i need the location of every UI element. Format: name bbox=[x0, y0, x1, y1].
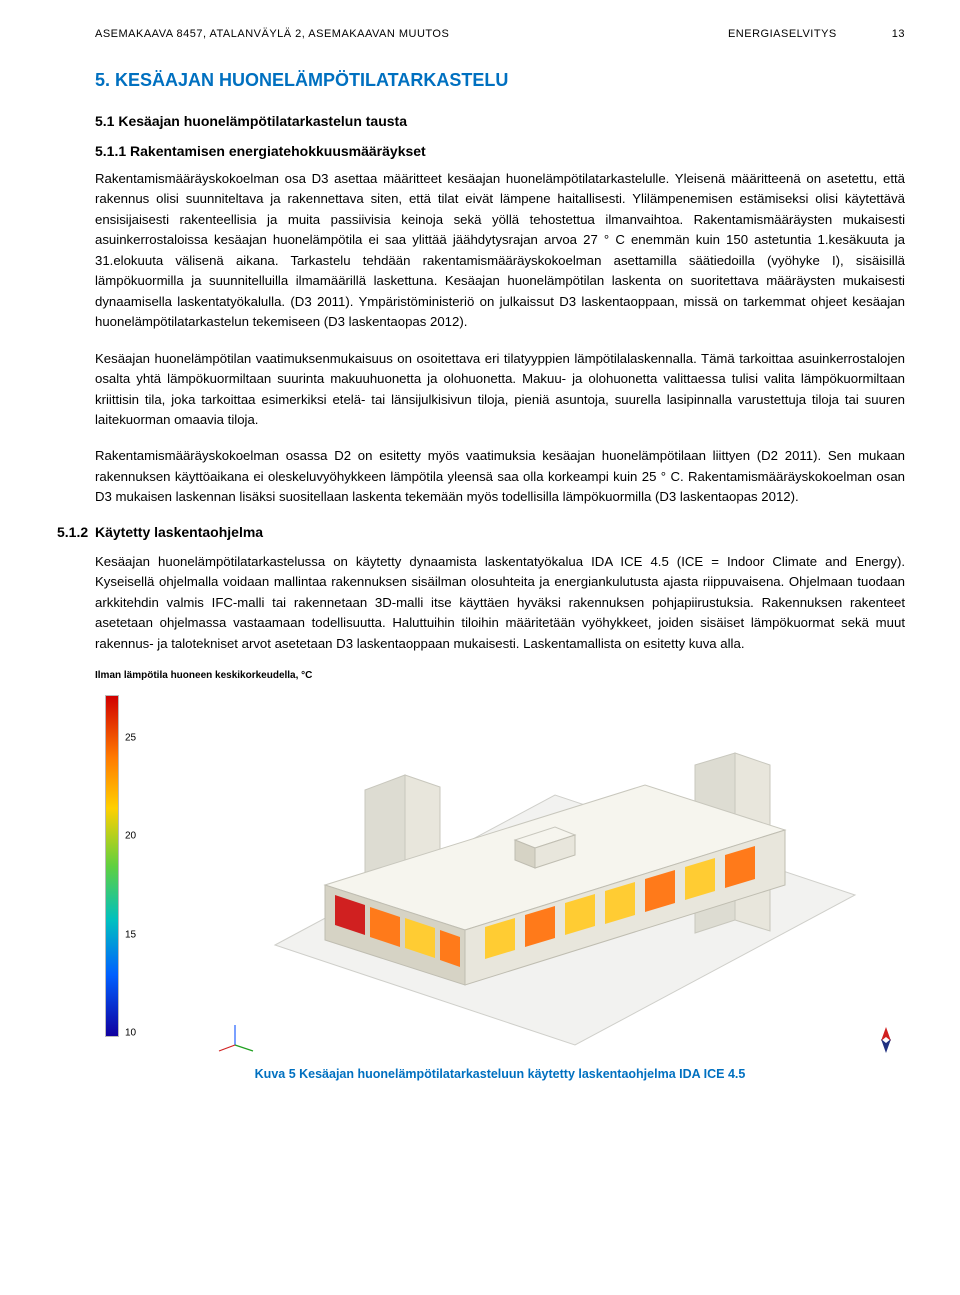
compass-icon bbox=[873, 1025, 899, 1057]
header-left: ASEMAKAAVA 8457, ATALANVÄYLÄ 2, ASEMAKAA… bbox=[95, 28, 449, 40]
heading-1: 5. KESÄAJAN HUONELÄMPÖTILATARKASTELU bbox=[95, 70, 905, 91]
header-right: ENERGIASELVITYS 13 bbox=[728, 28, 905, 40]
paragraph-3: Rakentamismääräyskokoelman osassa D2 on … bbox=[95, 446, 905, 507]
figure-5: Ilman lämpötila huoneen keskikorkeudella… bbox=[95, 670, 905, 1081]
figure-canvas: 25 20 15 10 bbox=[95, 685, 905, 1063]
heading-512: 5.1.2 Käytetty laskentaohjelma bbox=[95, 524, 905, 540]
colorbar-tick: 20 bbox=[125, 831, 136, 842]
heading-512-title: Käytetty laskentaohjelma bbox=[95, 524, 263, 540]
heading-3: 5.1.1 Rakentamisen energiatehokkuusmäärä… bbox=[95, 143, 905, 159]
temperature-colorbar bbox=[105, 695, 123, 1035]
page: ASEMAKAAVA 8457, ATALANVÄYLÄ 2, ASEMAKAA… bbox=[0, 0, 960, 1122]
paragraph-2: Kesäajan huonelämpötilan vaatimuksenmuka… bbox=[95, 349, 905, 431]
heading-2: 5.1 Kesäajan huonelämpötilatarkastelun t… bbox=[95, 113, 905, 129]
paragraph-1: Rakentamismääräyskokoelman osa D3 asetta… bbox=[95, 169, 905, 333]
colorbar-tick: 15 bbox=[125, 929, 136, 940]
figure-caption: Kuva 5 Kesäajan huonelämpötilatarkastelu… bbox=[95, 1067, 905, 1081]
paragraph-4: Kesäajan huonelämpötilatarkastelussa on … bbox=[95, 552, 905, 654]
building-3d-model bbox=[215, 695, 875, 1055]
heading-512-number: 5.1.2 bbox=[57, 524, 95, 540]
header-page-number: 13 bbox=[892, 28, 905, 40]
colorbar-tick: 25 bbox=[125, 732, 136, 743]
page-header: ASEMAKAAVA 8457, ATALANVÄYLÄ 2, ASEMAKAA… bbox=[95, 28, 905, 40]
colorbar-gradient bbox=[105, 695, 119, 1037]
colorbar-tick: 10 bbox=[125, 1027, 136, 1038]
figure-title: Ilman lämpötila huoneen keskikorkeudella… bbox=[95, 670, 905, 681]
header-center: ENERGIASELVITYS bbox=[728, 28, 837, 40]
